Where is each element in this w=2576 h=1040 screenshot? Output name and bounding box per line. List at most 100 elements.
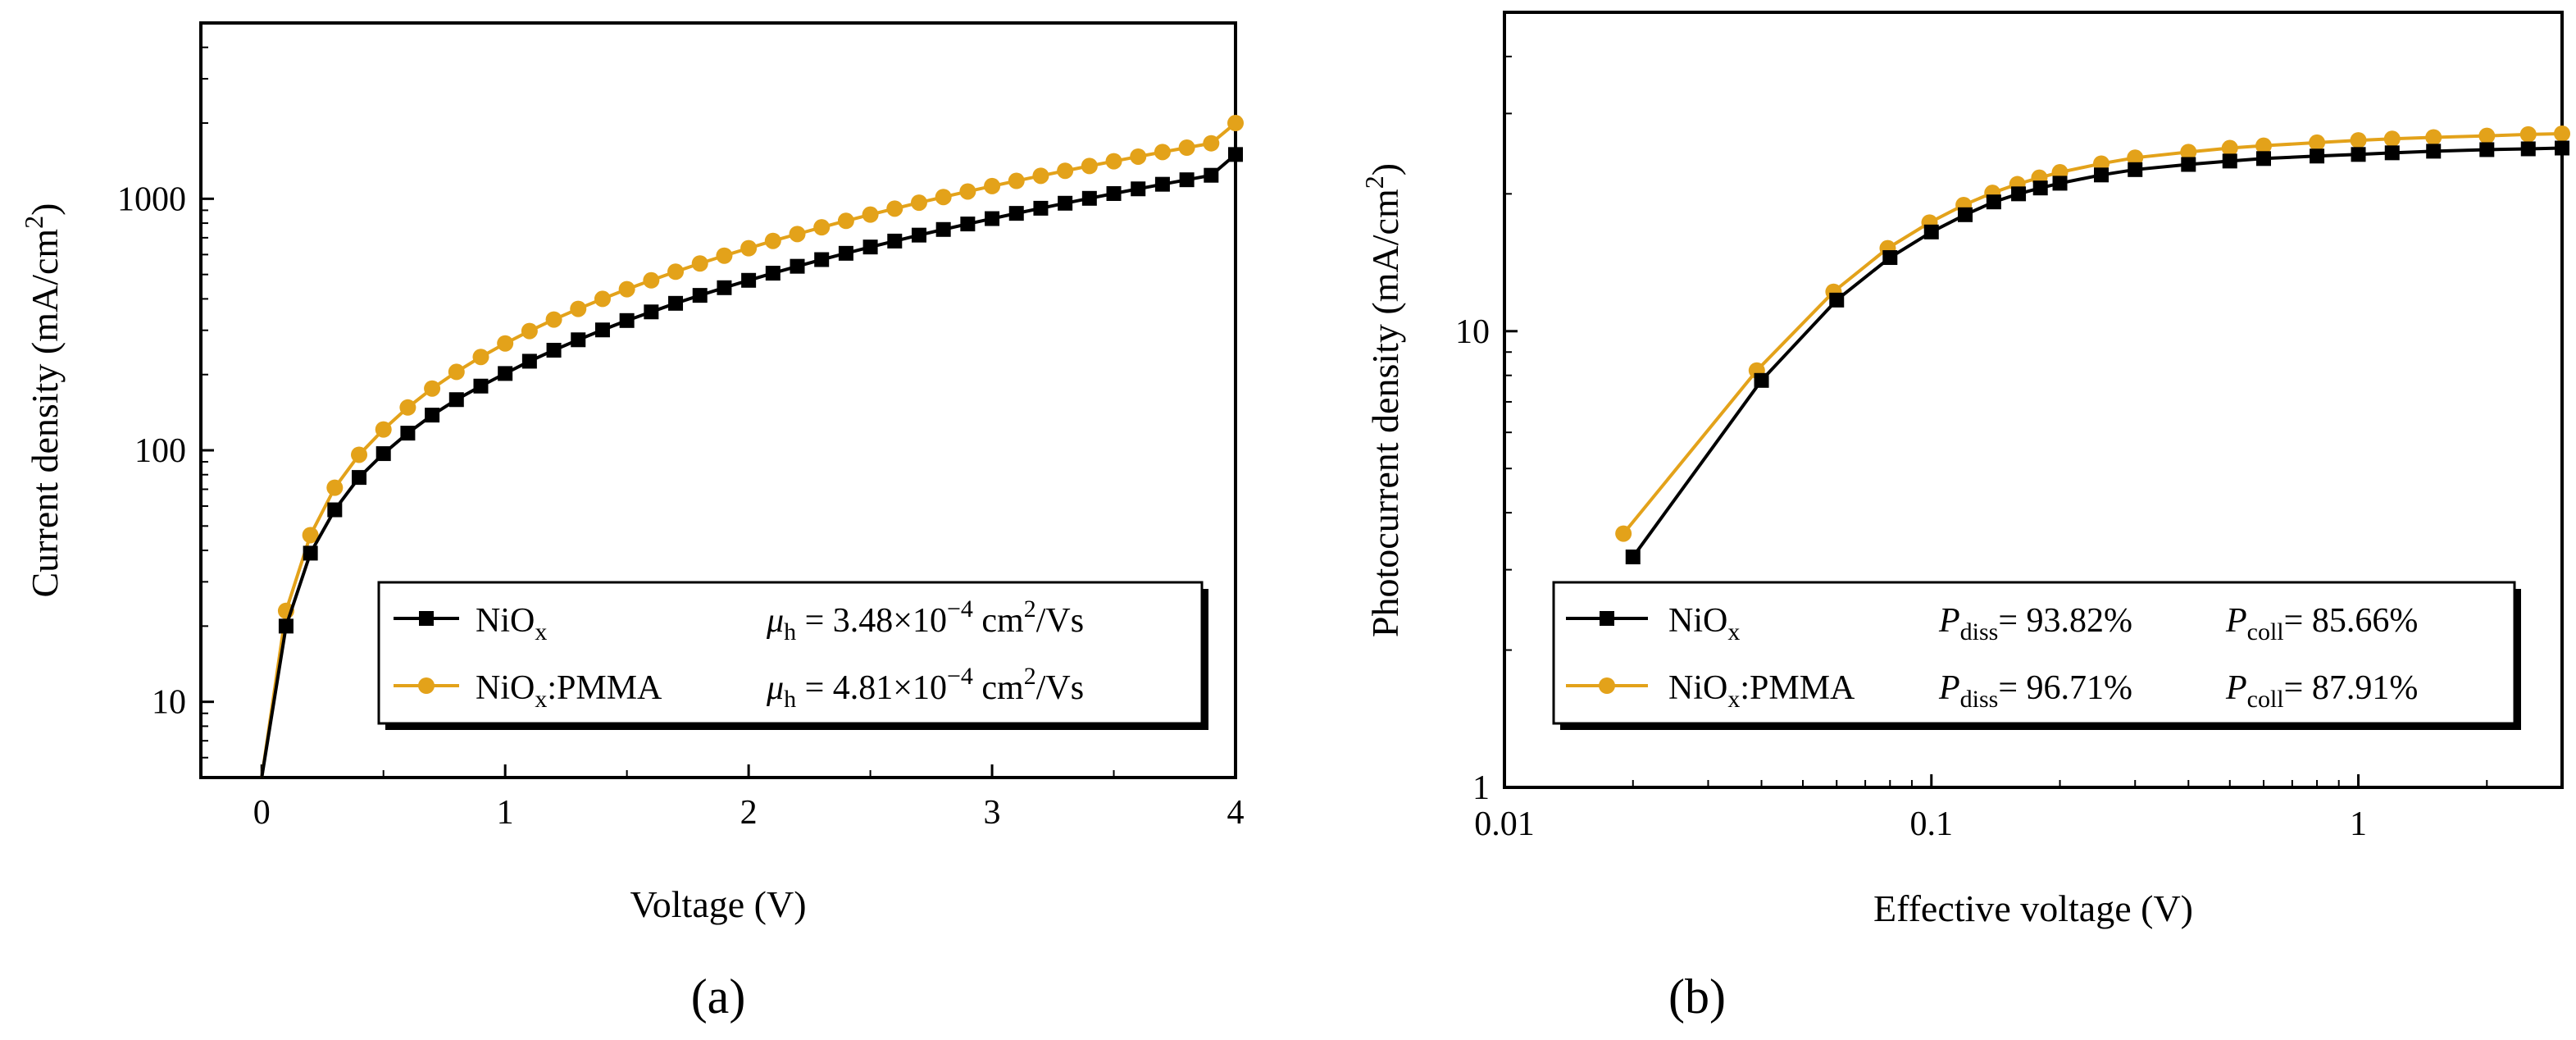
a-series-1-point-33 xyxy=(1057,162,1074,180)
a-ylabel: Current density (mA/cm2) xyxy=(19,203,66,597)
plot-frame-a xyxy=(199,21,1237,779)
b-series-0-point-8 xyxy=(2032,180,2048,196)
a-series-0-point-5 xyxy=(375,446,391,462)
b-legend-box xyxy=(1552,581,2516,725)
a-series-1-point-26 xyxy=(886,200,903,217)
a-series-1-point-11 xyxy=(521,322,538,340)
b-series-0-point-3 xyxy=(1882,250,1898,266)
a-series-1-point-29 xyxy=(959,183,976,200)
b-ytick-label: 1 xyxy=(1472,769,1490,807)
b-series-1-point-15 xyxy=(2309,134,2326,151)
b-series-0-point-6 xyxy=(1986,194,2001,210)
b-series-line-0 xyxy=(1632,146,2563,559)
a-ytick-label: 10 xyxy=(152,684,186,722)
a-series-0-point-30 xyxy=(985,211,1000,226)
b-xtick-label: 0.01 xyxy=(1474,805,1535,843)
a-legend-mobility-1: μh = 4.81×10−4 cm2/Vs xyxy=(766,663,1084,713)
a-legend-mobility-0: μh = 3.48×10−4 cm2/Vs xyxy=(766,595,1084,645)
a-series-0-point-10 xyxy=(498,366,513,381)
a-series-0-point-22 xyxy=(790,258,805,274)
a-series-0-point-11 xyxy=(521,354,537,369)
a-series-1-point-3 xyxy=(326,479,344,496)
b-series-0-point-14 xyxy=(2256,151,2272,166)
b-xtick-label: 0.1 xyxy=(1910,805,1954,843)
a-series-0-point-20 xyxy=(741,272,757,288)
b-series-1-point-20 xyxy=(2519,125,2537,143)
b-series xyxy=(1615,125,2570,565)
b-legend-pcoll-1: Pcoll= 87.91% xyxy=(2225,669,2418,713)
a-series-0-point-28 xyxy=(935,221,951,237)
b-xlabel: Effective voltage (V) xyxy=(1873,887,2193,929)
a-series-1-point-12 xyxy=(545,311,562,328)
a-legend-marker-1-point-0 xyxy=(418,677,435,694)
b-legend-pcoll-0: Pcoll= 85.66% xyxy=(2225,602,2418,645)
b-legend-label-1: NiOx:PMMA xyxy=(1668,669,1855,713)
a-series-0-point-13 xyxy=(571,332,586,348)
b-xtick-label: 1 xyxy=(2350,805,2367,843)
a-legend-shadow-side xyxy=(1202,589,1208,730)
b-legend-shadow xyxy=(1560,723,2521,730)
a-series-1-point-39 xyxy=(1203,135,1220,152)
b-ticks: 0.01 0.1 1 1 10 xyxy=(1455,11,2563,843)
a-legend-shadow xyxy=(385,723,1208,730)
a-series-0-point-4 xyxy=(352,470,367,486)
b-series-0-point-12 xyxy=(2181,157,2196,172)
b-legend: NiOx Pdiss= 93.82% Pcoll= 85.66%NiOx:PMMA P… xyxy=(1552,581,2521,730)
a-series xyxy=(260,115,1244,778)
a-series-1-point-2 xyxy=(302,527,319,544)
a-series-1-point-22 xyxy=(789,226,806,243)
b-series-0-point-0 xyxy=(1625,550,1641,565)
a-series-1-point-10 xyxy=(497,335,514,352)
a-series-1-point-24 xyxy=(837,212,854,230)
a-series-0-point-2 xyxy=(303,545,318,561)
a-series-0-point-25 xyxy=(862,239,878,255)
b-series-0-point-4 xyxy=(1923,224,1939,239)
a-series-0-point-14 xyxy=(594,322,610,338)
a-series-0-point-17 xyxy=(668,295,684,311)
b-legend-marker-0-point-0 xyxy=(1600,611,1614,626)
a-series-0-point-24 xyxy=(838,245,853,261)
a-series-1-point-18 xyxy=(691,255,708,272)
a-xtick-label: 2 xyxy=(740,794,758,832)
a-series-0-point-29 xyxy=(960,217,976,232)
a-ytick-label: 1000 xyxy=(117,180,186,218)
b-series-0-point-11 xyxy=(2128,162,2143,177)
a-series-1-point-13 xyxy=(570,300,587,317)
a-series-1-point-38 xyxy=(1178,139,1195,157)
a-series-0-point-38 xyxy=(1179,172,1195,188)
b-legend-shadow-side xyxy=(2515,589,2521,730)
a-series-0-point-34 xyxy=(1081,190,1097,206)
b-series-0-point-13 xyxy=(2222,153,2237,169)
a-xtick-label: 0 xyxy=(253,794,271,832)
a-legend-label-1: NiOx:PMMA xyxy=(476,669,662,713)
a-series-1-point-40 xyxy=(1227,115,1244,132)
b-series-0-point-17 xyxy=(2384,145,2400,161)
a-series-1-point-9 xyxy=(472,349,489,366)
a-series-1-point-5 xyxy=(375,421,392,438)
a-series-1-point-31 xyxy=(1008,172,1025,189)
a-series-0-point-16 xyxy=(644,304,659,320)
a-series-0-point-7 xyxy=(425,408,440,423)
b-series-0-point-18 xyxy=(2426,144,2442,159)
a-series-0-point-40 xyxy=(1228,147,1243,162)
a-series-1-point-19 xyxy=(716,247,733,264)
b-series-0-point-9 xyxy=(2052,176,2068,191)
a-series-0-point-31 xyxy=(1008,206,1024,221)
a-series-1-point-27 xyxy=(910,194,927,212)
a-series-0-point-26 xyxy=(887,233,903,249)
b-legend-pdiss-0: Pdiss= 93.82% xyxy=(1938,602,2132,645)
a-xtick-label: 4 xyxy=(1227,794,1245,832)
a-xtick-label: 3 xyxy=(984,794,1001,832)
a-series-1-point-30 xyxy=(984,177,1001,194)
a-series-0-point-8 xyxy=(448,392,464,408)
a-series-0-point-21 xyxy=(765,266,781,281)
b-series-1-point-0 xyxy=(1615,525,1632,542)
b-series-1-point-14 xyxy=(2255,137,2273,154)
a-series-0-point-9 xyxy=(473,378,489,394)
a-series-1-point-8 xyxy=(448,363,465,381)
a-series-1-point-35 xyxy=(1105,153,1122,170)
b-series-0-point-10 xyxy=(2093,167,2109,183)
a-series-0-point-35 xyxy=(1106,185,1122,201)
b-series-1-point-12 xyxy=(2180,144,2197,161)
